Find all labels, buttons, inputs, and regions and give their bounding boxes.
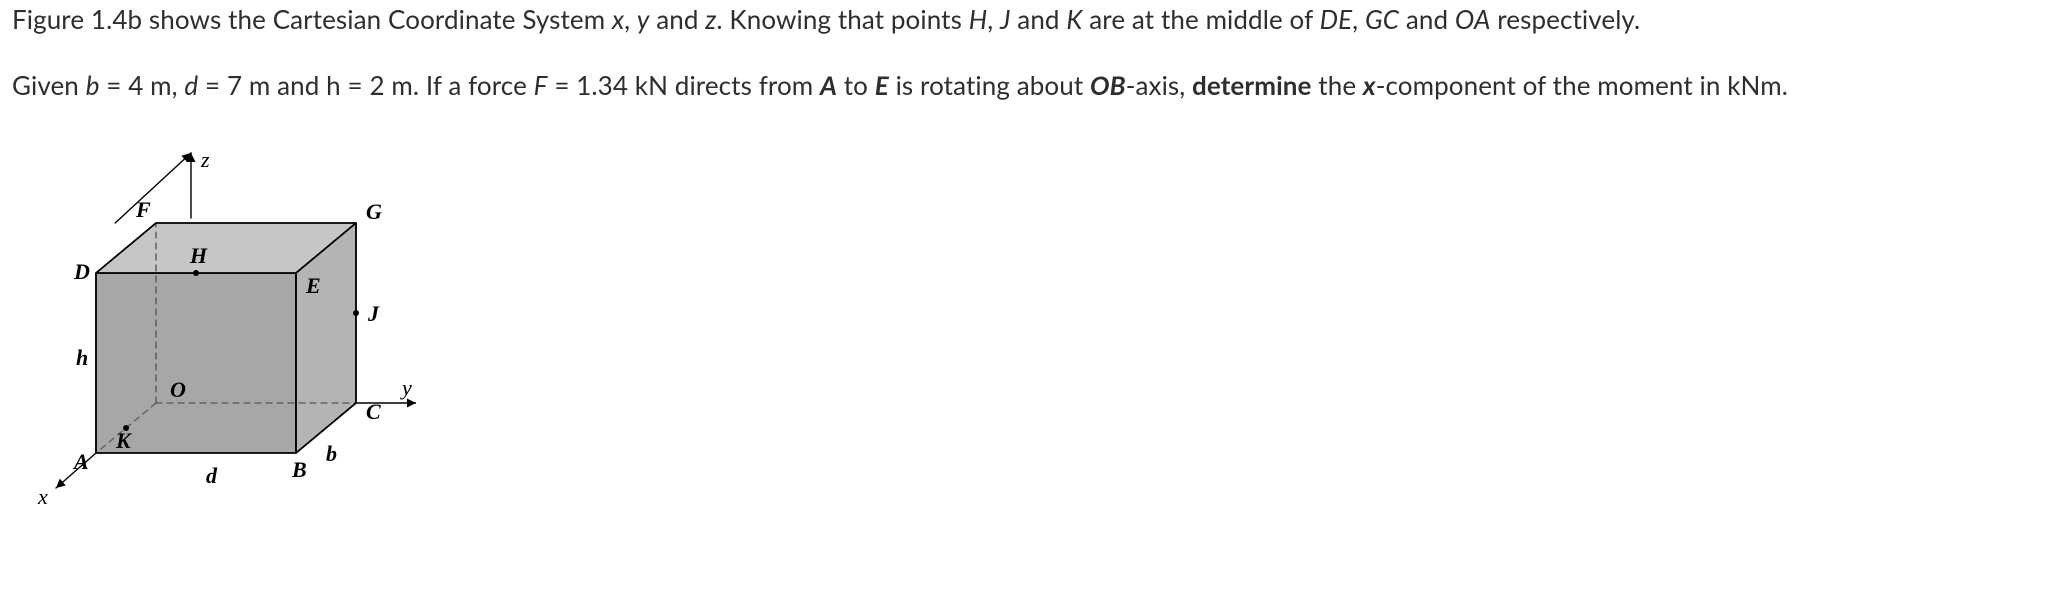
svg-text:y: y <box>400 375 412 400</box>
svg-text:G: G <box>366 199 382 224</box>
svg-text:z: z <box>200 147 210 172</box>
svg-text:D: D <box>73 259 90 284</box>
svg-text:B: B <box>291 457 307 482</box>
figure-svg: O A B C D E F G H J Kz y x b d h <box>36 133 416 533</box>
svg-text:h: h <box>76 345 88 370</box>
svg-text:d: d <box>206 463 218 488</box>
svg-text:O: O <box>170 377 186 402</box>
svg-text:x: x <box>37 484 48 509</box>
problem-statement: Figure 1.4b shows the Cartesian Coordina… <box>12 0 2039 105</box>
svg-text:A: A <box>72 449 89 474</box>
problem-para-1: Figure 1.4b shows the Cartesian Coordina… <box>12 0 2039 38</box>
svg-text:b: b <box>326 441 337 466</box>
problem-para-2: Given b = 4 m, d = 7 m and h = 2 m. If a… <box>12 66 2039 104</box>
svg-text:E: E <box>305 273 321 298</box>
svg-text:J: J <box>367 301 380 326</box>
figure-1-4b: O A B C D E F G H J Kz y x b d h <box>36 133 2039 537</box>
svg-text:F: F <box>135 197 151 222</box>
svg-text:K: K <box>115 428 132 453</box>
svg-text:C: C <box>366 399 381 424</box>
svg-text:H: H <box>189 243 208 268</box>
